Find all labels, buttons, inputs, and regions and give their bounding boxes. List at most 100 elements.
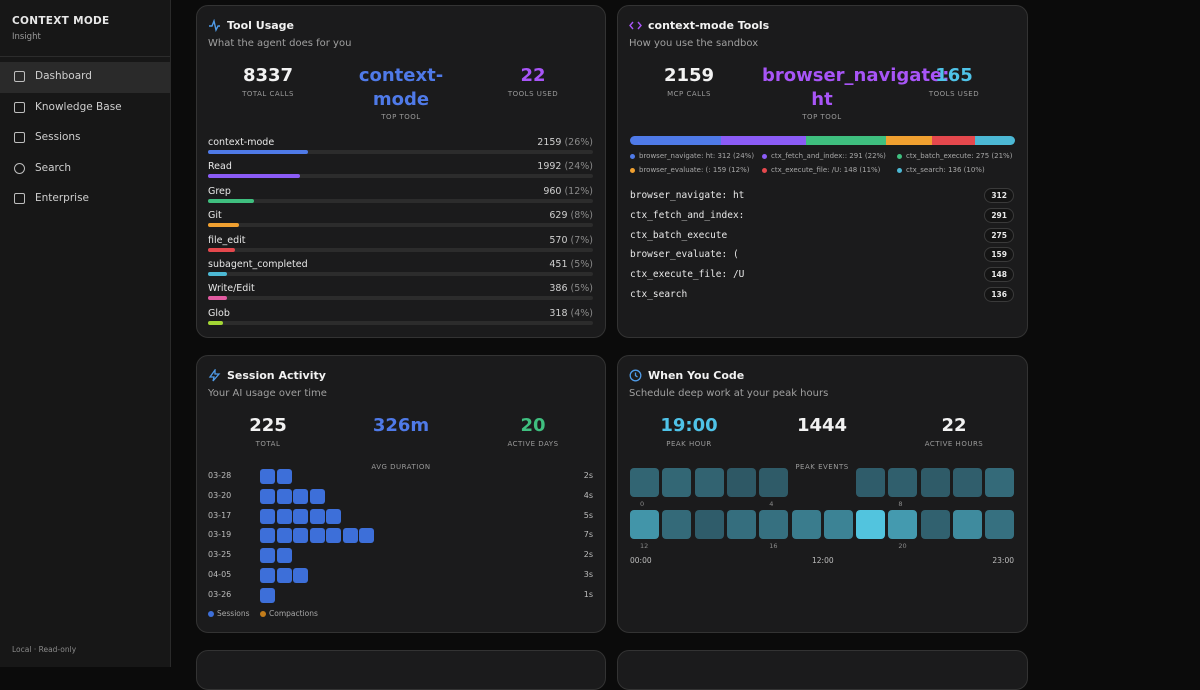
card-title: Tool Usage [227, 19, 294, 32]
nav-icon [14, 193, 25, 204]
stat-value: 22 [941, 415, 967, 436]
stat-value: 165 [935, 65, 973, 86]
session-blocks [260, 528, 374, 544]
session-block [260, 488, 275, 504]
session-blocks [260, 587, 275, 603]
legend-dot [630, 154, 635, 159]
session-block [276, 508, 292, 524]
session-block [326, 528, 341, 544]
session-block [276, 488, 292, 504]
hour-cell [726, 510, 756, 539]
share: (8%) [570, 210, 593, 222]
bar-track [208, 174, 593, 179]
tool-count: 451 (5%) [549, 259, 593, 270]
count-badge: 136 [984, 287, 1014, 302]
tool-count: 386 (5%) [549, 283, 593, 294]
session-block [309, 488, 325, 504]
nav-icon [14, 132, 25, 143]
nav-item[interactable]: Dashboard [0, 62, 170, 92]
stat-value: context-mode [358, 65, 444, 110]
session-block [276, 528, 292, 544]
nav-icon [14, 71, 25, 82]
hour-cell [662, 510, 692, 539]
tool-name: file_edit [208, 234, 246, 246]
count-badge: 159 [984, 247, 1014, 263]
count: 318 [549, 307, 568, 319]
icon [208, 369, 221, 382]
tool-name: Grep [208, 185, 231, 197]
bar [208, 150, 309, 154]
stat-value: 225 [249, 415, 287, 436]
tool-name: ctx_search [630, 289, 688, 300]
bar [208, 247, 235, 252]
partial-card [196, 650, 606, 690]
nav-label: Search [35, 161, 72, 174]
hour-cell [694, 468, 724, 497]
segment [805, 136, 886, 145]
legend-item: Compactions [260, 609, 318, 618]
hour-tick: 12 [640, 542, 649, 550]
share: (4%) [570, 307, 593, 319]
nav-label: Sessions [35, 131, 81, 143]
hour-tick: 4 [769, 500, 774, 508]
hour-tick: 20 [898, 542, 907, 550]
count-badge: 312 [984, 188, 1014, 203]
tool-name: browser_evaluate: ( [630, 249, 739, 261]
hour-cell [985, 468, 1015, 497]
legend-dot [897, 154, 902, 159]
stat-label: MCP CALLS [667, 90, 711, 98]
bar-track [208, 247, 593, 252]
session-block [260, 587, 275, 603]
date-label: 04-05 [208, 570, 232, 579]
count: 1992 [537, 161, 562, 173]
nav-item[interactable]: Sessions [0, 123, 170, 153]
nav-item[interactable]: Search [0, 154, 170, 184]
page: CONTEXT MODE Insight Dashboard Knowledge … [0, 0, 1028, 690]
date-label: 03-19 [208, 530, 232, 540]
bar-track [208, 272, 593, 276]
stat-label: ACTIVE HOURS [924, 440, 984, 448]
hour-cell [630, 510, 659, 539]
stat-label: PEAK HOUR [666, 440, 712, 448]
bar-track [208, 296, 593, 301]
nav-icon [14, 101, 25, 113]
hour-cell [630, 468, 659, 497]
stat-value: browser_navigate: ht [762, 65, 950, 110]
icon [629, 21, 642, 30]
legend-dot [208, 611, 214, 617]
legend-item: ctx_batch_execute: 275 (21%) [897, 152, 1012, 160]
card-title: Session Activity [227, 369, 326, 382]
nav-label: Knowledge Base [35, 100, 122, 113]
share: (24%) [564, 161, 593, 173]
stat-value: 22 [520, 65, 546, 86]
session-blocks [260, 488, 325, 504]
session-block [260, 528, 275, 544]
session-label: 2s [583, 550, 593, 560]
share: (12%) [564, 185, 593, 197]
session-block [293, 568, 308, 583]
session-block [260, 469, 275, 484]
nav-icon [14, 162, 25, 174]
count: 2159 [537, 137, 562, 148]
legend-item: ctx_search: 136 (10%) [897, 166, 985, 174]
count: 386 [549, 283, 568, 295]
date-label: 03-17 [208, 510, 232, 520]
legend-dot [762, 154, 767, 159]
count-badge: 275 [984, 227, 1014, 243]
stat-value: 2159 [663, 65, 715, 86]
time-axis-label: 12:00 [812, 556, 834, 565]
session-block [342, 528, 358, 544]
stat-value: 8337 [242, 65, 294, 86]
partial-card [617, 650, 1028, 690]
stat-label: TOTAL [255, 440, 281, 448]
legend-item: ctx_execute_file: /U: 148 (11%) [762, 166, 880, 174]
segment [720, 136, 806, 145]
session-block [309, 508, 325, 524]
count-badge: 148 [984, 267, 1014, 283]
hour-tick: 8 [898, 500, 903, 508]
nav-item[interactable]: Knowledge Base [0, 93, 170, 123]
tool-name: Glob [208, 307, 230, 319]
nav-item[interactable]: Enterprise [0, 184, 170, 214]
session-block [260, 548, 275, 564]
bar [208, 296, 228, 301]
